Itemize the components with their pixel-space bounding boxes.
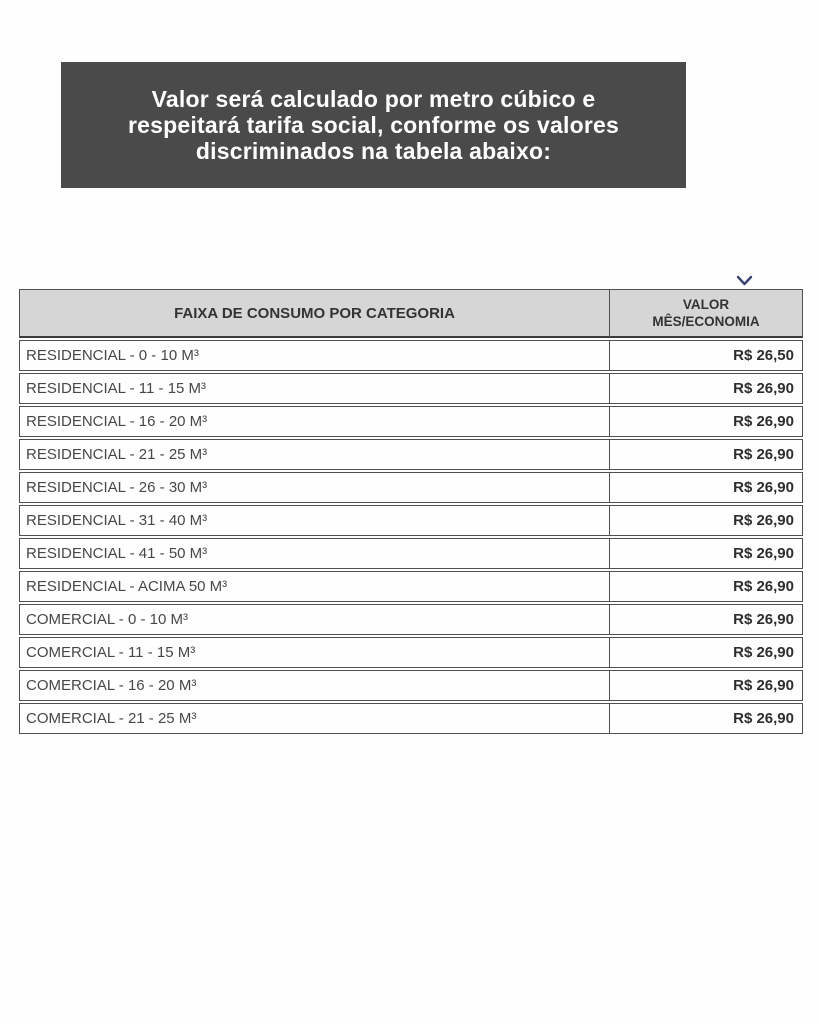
info-banner: Valor será calculado por metro cúbico e …	[61, 62, 686, 188]
table-row: COMERCIAL - 0 - 10 M³ R$ 26,90	[19, 604, 803, 635]
table-row: RESIDENCIAL - 41 - 50 M³ R$ 26,90	[19, 538, 803, 569]
table-row: COMERCIAL - 16 - 20 M³ R$ 26,90	[19, 670, 803, 701]
banner-line-3: discriminados na tabela abaixo:	[195, 138, 552, 164]
valor-cell: R$ 26,90	[610, 604, 803, 635]
tariff-table: FAIXA DE CONSUMO POR CATEGORIA VALOR MÊS…	[19, 287, 803, 736]
banner-line-1: Valor será calculado por metro cúbico e	[151, 86, 596, 112]
table-row: RESIDENCIAL - 31 - 40 M³ R$ 26,90	[19, 505, 803, 536]
categoria-cell: RESIDENCIAL - 16 - 20 M³	[19, 406, 610, 437]
column-header-valor-line2: MÊS/ECONOMIA	[652, 314, 760, 329]
categoria-cell: RESIDENCIAL - 11 - 15 M³	[19, 373, 610, 404]
valor-cell: R$ 26,90	[610, 670, 803, 701]
valor-cell: R$ 26,90	[610, 505, 803, 536]
table-row: COMERCIAL - 21 - 25 M³ R$ 26,90	[19, 703, 803, 734]
table-row: RESIDENCIAL - 16 - 20 M³ R$ 26,90	[19, 406, 803, 437]
valor-cell: R$ 26,90	[610, 538, 803, 569]
table-row: RESIDENCIAL - 21 - 25 M³ R$ 26,90	[19, 439, 803, 470]
categoria-cell: RESIDENCIAL - ACIMA 50 M³	[19, 571, 610, 602]
categoria-cell: RESIDENCIAL - 0 - 10 M³	[19, 340, 610, 371]
column-header-categoria: FAIXA DE CONSUMO POR CATEGORIA	[19, 289, 610, 338]
categoria-cell: RESIDENCIAL - 31 - 40 M³	[19, 505, 610, 536]
valor-cell: R$ 26,90	[610, 637, 803, 668]
valor-cell: R$ 26,90	[610, 406, 803, 437]
chevron-down-icon	[736, 275, 753, 286]
valor-cell: R$ 26,90	[610, 472, 803, 503]
table-row: RESIDENCIAL - 0 - 10 M³ R$ 26,50	[19, 340, 803, 371]
table-header-row: FAIXA DE CONSUMO POR CATEGORIA VALOR MÊS…	[19, 289, 803, 338]
table-row: RESIDENCIAL - 11 - 15 M³ R$ 26,90	[19, 373, 803, 404]
categoria-cell: RESIDENCIAL - 21 - 25 M³	[19, 439, 610, 470]
banner-line-2: respeitará tarifa social, conforme os va…	[128, 112, 619, 138]
categoria-cell: COMERCIAL - 11 - 15 M³	[19, 637, 610, 668]
column-header-valor-line1: VALOR	[682, 297, 730, 312]
categoria-cell: COMERCIAL - 16 - 20 M³	[19, 670, 610, 701]
valor-cell: R$ 26,50	[610, 340, 803, 371]
categoria-cell: COMERCIAL - 21 - 25 M³	[19, 703, 610, 734]
valor-cell: R$ 26,90	[610, 571, 803, 602]
valor-cell: R$ 26,90	[610, 373, 803, 404]
categoria-cell: RESIDENCIAL - 26 - 30 M³	[19, 472, 610, 503]
valor-cell: R$ 26,90	[610, 703, 803, 734]
categoria-cell: RESIDENCIAL - 41 - 50 M³	[19, 538, 610, 569]
table-row: COMERCIAL - 11 - 15 M³ R$ 26,90	[19, 637, 803, 668]
table-row: RESIDENCIAL - ACIMA 50 M³ R$ 26,90	[19, 571, 803, 602]
column-header-valor: VALOR MÊS/ECONOMIA	[610, 289, 803, 338]
categoria-cell: COMERCIAL - 0 - 10 M³	[19, 604, 610, 635]
table-row: RESIDENCIAL - 26 - 30 M³ R$ 26,90	[19, 472, 803, 503]
valor-cell: R$ 26,90	[610, 439, 803, 470]
